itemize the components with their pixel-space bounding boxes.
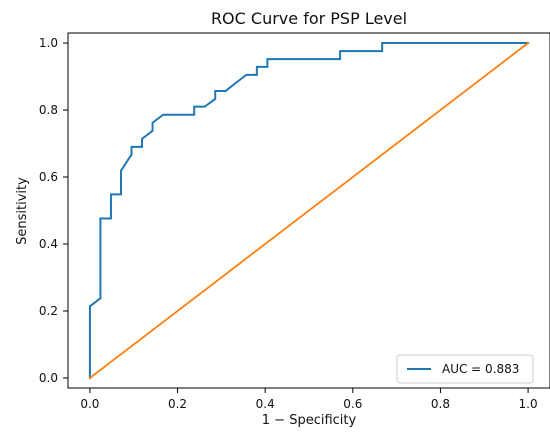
y-tick-label: 1.0 [39,36,58,50]
x-tick-label: 0.0 [80,397,99,411]
roc-curve-line [88,42,530,379]
plot-area [67,32,550,389]
series-layer [88,41,530,380]
x-tick-label: 0.6 [343,397,362,411]
y-tick-label: 0.4 [39,237,58,251]
x-axis-label: 1 − Specificity [262,413,357,428]
legend: AUC = 0.883 [396,354,534,384]
chart-title: ROC Curve for PSP Level [211,9,407,28]
x-tick-label: 1.0 [519,397,538,411]
y-tick-label: 0.8 [39,103,58,117]
plot-border [67,32,550,389]
y-tick-label: 0.6 [39,170,58,184]
x-tick-label: 0.2 [168,397,187,411]
legend-entry-auc: AUC = 0.883 [442,362,519,376]
y-axis: 0.0 0.2 0.4 0.6 0.8 1.0 [39,36,68,385]
x-tick-label: 0.4 [256,397,275,411]
diagonal-reference-line [88,41,530,380]
x-axis: 0.0 0.2 0.4 0.6 0.8 1.0 [80,388,538,411]
y-tick-label: 0.2 [39,304,58,318]
y-tick-label: 0.0 [39,371,58,385]
x-tick-label: 0.8 [431,397,450,411]
y-axis-label: Sensitivity [15,177,30,245]
legend-box [396,354,534,384]
